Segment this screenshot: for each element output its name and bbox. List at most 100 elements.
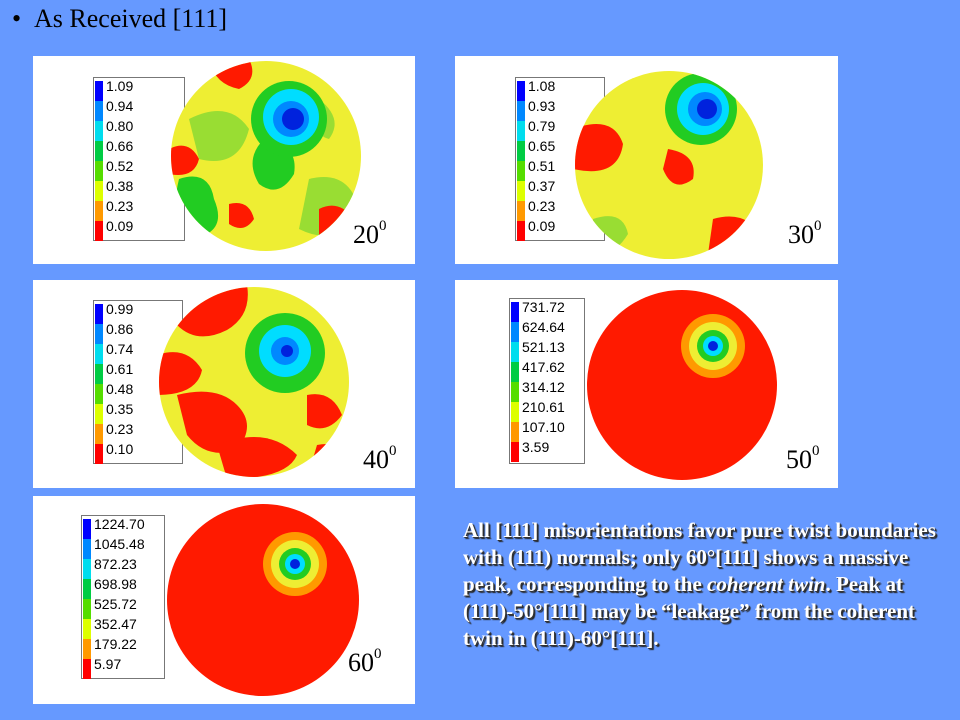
legend-label: 0.80 [106,118,134,134]
legend-label: 0.09 [528,218,556,234]
legend-swatch [95,384,103,404]
pole-figure-50-deg [587,290,777,480]
legend-50-deg: 731.72 624.64 521.13 417.62 314.12 210.61 107.… [509,298,585,464]
legend-60-deg: 1224.70 1045.48 872.23 698.98 525.72 352.47 17… [81,515,165,679]
legend-swatch [517,181,525,201]
legend-label: 0.10 [106,441,134,457]
legend-label: 1045.48 [94,536,145,552]
angle-label-40: 400 [363,443,397,475]
legend-swatch [517,101,525,121]
legend-swatch [95,201,103,221]
legend-20-deg: 1.09 0.94 0.80 0.66 0.52 0.38 0.23 0.09 [93,77,185,241]
angle-label-50: 500 [786,443,820,475]
legend-swatch [511,322,519,342]
legend-swatch [95,81,103,101]
legend-swatch [511,382,519,402]
legend-label: 0.23 [528,198,556,214]
legend-swatch [95,364,103,384]
legend-swatch [511,402,519,422]
legend-label: 1.09 [106,78,134,94]
legend-swatch [95,424,103,444]
legend-swatch [83,579,91,599]
legend-label: 314.12 [522,379,565,395]
legend-swatch [517,161,525,181]
legend-label: 107.10 [522,419,565,435]
legend-label: 0.37 [528,178,556,194]
legend-label: 1.08 [528,78,556,94]
legend-swatch [517,121,525,141]
angle-sup-20: 0 [379,218,387,234]
legend-swatch [95,141,103,161]
caption-part-2: . Peak at (111)-50°[111] may be “leakage… [463,572,916,650]
legend-swatch [95,181,103,201]
legend-label: 0.66 [106,138,134,154]
legend-swatch [95,101,103,121]
legend-label: 179.22 [94,636,137,652]
angle-value-60: 60 [348,648,374,677]
angle-label-30: 300 [788,218,822,250]
legend-label: 0.86 [106,321,134,337]
legend-swatch [95,404,103,424]
panel-30-deg: 1.08 0.93 0.79 0.65 0.51 0.37 0.23 0.09 300 [455,56,838,264]
bullet-icon: • [12,4,22,33]
legend-label: 0.23 [106,421,134,437]
angle-sup-30: 0 [814,218,822,234]
slide-title-text: As Received [111] [34,4,228,33]
legend-label: 3.59 [522,439,550,455]
legend-label: 0.61 [106,361,134,377]
pole-figure-60-deg [167,504,359,696]
legend-swatch [83,599,91,619]
legend-swatch [517,201,525,221]
legend-label: 5.97 [94,656,122,672]
legend-label: 0.79 [528,118,556,134]
angle-value-30: 30 [788,220,814,249]
legend-label: 0.94 [106,98,134,114]
legend-swatch [83,659,91,679]
legend-label: 872.23 [94,556,137,572]
panel-60-deg: 1224.70 1045.48 872.23 698.98 525.72 352.47 17… [33,496,415,704]
legend-label: 0.52 [106,158,134,174]
legend-swatch [95,344,103,364]
legend-label: 0.51 [528,158,556,174]
legend-swatch [511,342,519,362]
angle-sup-60: 0 [374,646,382,662]
panel-50-deg: 731.72 624.64 521.13 417.62 314.12 210.61 107.… [455,280,838,488]
legend-label: 0.38 [106,178,134,194]
legend-label: 210.61 [522,399,565,415]
legend-label: 521.13 [522,339,565,355]
legend-label: 525.72 [94,596,137,612]
legend-swatch [95,324,103,344]
angle-sup-50: 0 [812,443,820,459]
caption-part-1: All [111] misorientations favor pure twi… [463,518,936,596]
legend-label: 0.65 [528,138,556,154]
legend-swatch [95,444,103,464]
legend-label: 731.72 [522,299,565,315]
legend-swatch [83,619,91,639]
legend-label: 698.98 [94,576,137,592]
legend-label: 0.09 [106,218,134,234]
pole-figure-30-deg [575,71,763,259]
legend-swatch [83,539,91,559]
pole-figure-40-deg [159,287,349,477]
legend-label: 0.93 [528,98,556,114]
legend-label: 624.64 [522,319,565,335]
legend-label: 0.48 [106,381,134,397]
angle-value-50: 50 [786,445,812,474]
caption-text: All [111] misorientations favor pure twi… [463,517,953,652]
legend-label: 0.99 [106,301,134,317]
legend-swatch [511,422,519,442]
legend-label: 1224.70 [94,516,145,532]
legend-swatch [517,221,525,241]
legend-swatch [95,121,103,141]
legend-swatch [517,81,525,101]
caption-emphasis: coherent twin [707,572,826,596]
legend-label: 0.23 [106,198,134,214]
legend-swatch [95,221,103,241]
panel-20-deg: 1.09 0.94 0.80 0.66 0.52 0.38 0.23 0.09 200 [33,56,415,264]
legend-swatch [517,141,525,161]
panel-40-deg: 0.99 0.86 0.74 0.61 0.48 0.35 0.23 0.10 400 [33,280,415,488]
legend-label: 352.47 [94,616,137,632]
angle-label-60: 600 [348,646,382,678]
legend-swatch [83,639,91,659]
angle-value-20: 20 [353,220,379,249]
